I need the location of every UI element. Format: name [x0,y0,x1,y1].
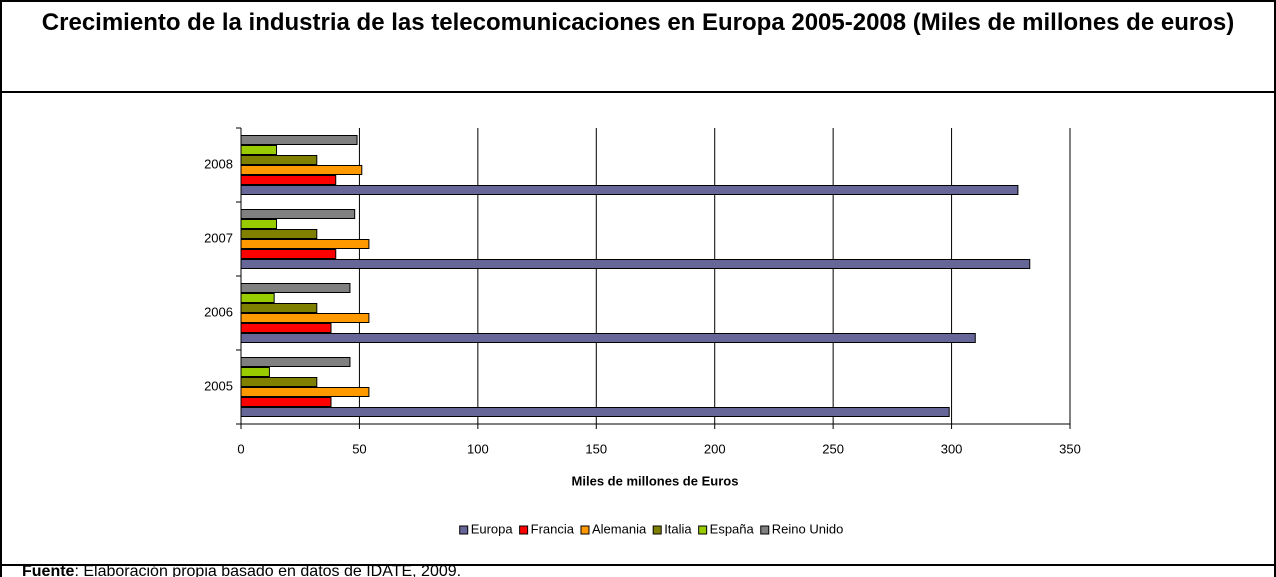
bar [240,303,318,313]
bar [240,387,370,397]
bar [240,165,363,175]
x-tick-label: 50 [352,441,366,456]
y-tick-label: 2007 [204,230,233,245]
bar [240,249,337,259]
bar [240,185,1019,195]
legend-label: Reino Unido [772,521,844,536]
x-tick-label: 300 [941,441,963,456]
title-box: Crecimiento de la industria de las telec… [41,9,1235,36]
bar [240,293,275,303]
bar [240,229,318,239]
legend-label: Italia [664,521,692,536]
bar [240,219,278,229]
x-tick-label: 200 [704,441,726,456]
bar [240,407,950,417]
legend-swatch [652,525,662,535]
bar [240,259,1031,269]
bar [240,135,358,145]
legend-swatch [580,525,590,535]
footer-label: Fuente [22,563,75,577]
footer-text: : Elaboración propia basado en datos de … [74,563,461,577]
legend-swatch [519,525,529,535]
bar [240,209,356,219]
bar [240,323,332,333]
legend-swatch [698,525,708,535]
bar [240,145,278,155]
bar [240,397,332,407]
bar [240,155,318,165]
bar [240,367,270,377]
bar [240,377,318,387]
bar [240,283,351,293]
x-tick-label: 100 [467,441,489,456]
bar [240,357,351,367]
bar [240,239,370,249]
x-axis-label: Miles de millones de Euros [572,473,739,488]
x-tick-label: 250 [822,441,844,456]
y-tick-label: 2008 [204,156,233,171]
bar [240,333,976,343]
legend-label: Alemania [592,521,647,536]
bar [240,313,370,323]
legend-swatch [459,525,469,535]
x-tick-label: 0 [237,441,244,456]
bar [240,175,337,185]
chart-title: Crecimiento de la industria de las telec… [41,9,1235,36]
x-tick-label: 150 [585,441,607,456]
legend-label: Europa [471,521,514,536]
x-tick-label: 350 [1059,441,1081,456]
footer: Fuente: Elaboración propia basado en dat… [22,563,461,577]
y-tick-label: 2006 [204,304,233,319]
y-tick-label: 2005 [204,378,233,393]
legend-label: Francia [531,521,575,536]
legend-label: España [710,521,755,536]
legend-swatch [760,525,770,535]
